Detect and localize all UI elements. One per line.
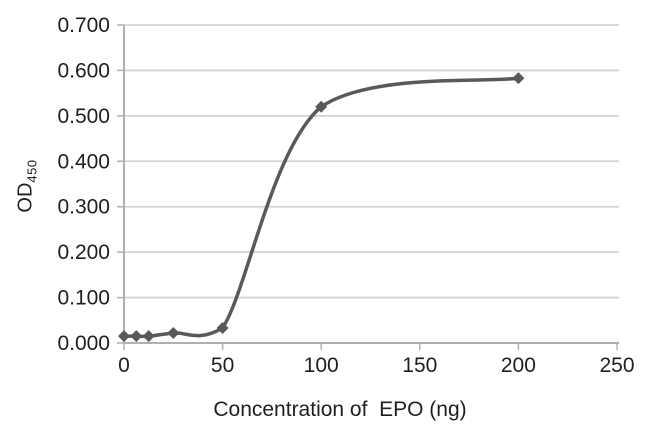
y-tick-label: 0.000 [57,332,110,355]
data-point-marker [142,330,155,343]
y-tick-label: 0.200 [57,241,110,264]
y-tick-label: 0.600 [57,59,110,82]
y-axis-title: OD450 [15,159,40,212]
y-tick-label: 0.300 [57,196,110,219]
data-point-marker [216,322,229,335]
y-tick-label: 0.500 [57,105,110,128]
x-tick-label: 50 [211,354,234,377]
x-tick-label: 0 [118,354,130,377]
y-tick-label: 0.400 [57,150,110,173]
data-point-marker [512,72,525,85]
data-point-marker [118,330,130,343]
x-axis-title: Concentration of EPO (ng) [213,398,467,421]
y-axis-title-text: OD [14,182,37,213]
x-tick-label: 200 [501,354,536,377]
data-point-marker [315,100,328,113]
y-tick-label: 0.100 [57,287,110,310]
x-tick-label: 150 [402,354,437,377]
x-tick-label: 250 [599,354,634,377]
x-tick-label: 100 [304,354,339,377]
y-tick-label: 0.700 [57,14,110,37]
data-point-marker [167,327,180,340]
y-axis-title-subscript: 450 [24,159,40,183]
data-point-marker [130,330,143,343]
